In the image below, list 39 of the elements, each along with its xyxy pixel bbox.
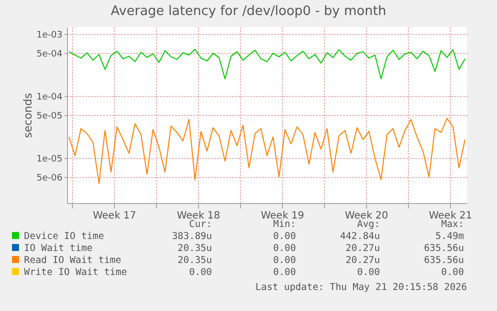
text: 20.35u — [176, 254, 212, 266]
legend-label: Device IO time — [23, 230, 106, 242]
text: 20.27u — [344, 254, 380, 266]
x-tick-label: Week 17 — [92, 210, 136, 222]
y-axis-title: seconds — [22, 92, 35, 138]
text: 0.00 — [272, 266, 296, 278]
y-tick-label: 5e-05 — [36, 111, 62, 122]
legend-label: Read IO Wait time — [23, 254, 122, 266]
text: 20.35u — [176, 242, 212, 254]
text: Avg: — [357, 218, 380, 230]
text: 5.49m — [434, 230, 464, 242]
y-tick-label: 5e-06 — [36, 173, 63, 184]
chart-title: Average latency for /dev/loop0 - by month — [110, 4, 388, 19]
text: Min: — [273, 218, 296, 230]
text: 0.00 — [356, 266, 380, 278]
text: Max: — [441, 218, 464, 230]
y-tick-label: 1e-04 — [36, 92, 63, 103]
text: Cur: — [189, 218, 212, 230]
y-tick-label: 5e-04 — [36, 49, 63, 60]
text: 383.89u — [170, 230, 212, 242]
text: 0.00 — [188, 266, 212, 278]
text: 0.00 — [272, 254, 296, 266]
text: 0.00 — [440, 266, 464, 278]
legend-label: Write IO Wait time — [23, 266, 128, 278]
text: 635.56u — [422, 242, 464, 254]
x-tick-label: Week 20 — [344, 210, 388, 222]
legend-label: IO Wait time — [23, 242, 94, 254]
x-tick-label: Week 21 — [428, 210, 472, 222]
text: Last update: Thu May 21 20:15:58 2026 — [255, 282, 467, 293]
line-series — [68, 48, 466, 80]
text: 0.00 — [272, 230, 296, 242]
text: 442.84u — [338, 230, 380, 242]
text: 20.27u — [344, 242, 380, 254]
x-tick-label: Week 18 — [176, 210, 220, 222]
y-tick-label: 1e-05 — [36, 154, 62, 165]
line-series — [68, 118, 466, 184]
text: 635.56u — [422, 254, 464, 266]
text: 0.00 — [272, 242, 296, 254]
y-tick-label: 1e-03 — [36, 30, 62, 41]
